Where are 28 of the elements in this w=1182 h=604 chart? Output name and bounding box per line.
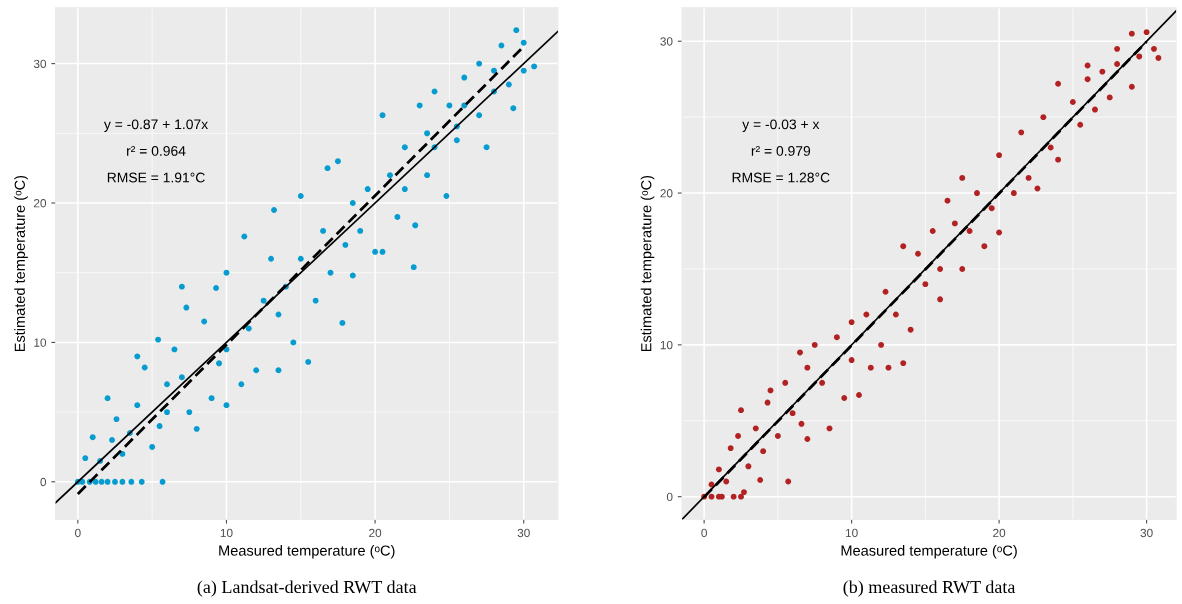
y-tick-label: 30: [33, 59, 47, 68]
annotation: RMSE = 1.28°C: [732, 172, 830, 183]
annotation: r² = 0.979: [751, 146, 811, 156]
y-axis-title: Estimated temperature (ᵒC): [640, 175, 655, 352]
annotation: y = -0.87 + 1.07x: [103, 119, 208, 132]
annotation: r² = 0.964: [127, 146, 186, 156]
text: (a) Landsat-derived RWT data: [197, 580, 417, 597]
y-tick-label: 0: [666, 492, 673, 502]
x-tick-label: 0: [701, 528, 707, 538]
x-tick-label: 20: [993, 528, 1006, 538]
x-tick-label: 10: [845, 528, 858, 538]
x-tick-label: 30: [517, 528, 530, 538]
x-tick-label: 0: [75, 528, 81, 538]
x-tick-label: 20: [369, 528, 382, 538]
y-axis-title: Estimated temperature (ᵒC): [14, 175, 28, 352]
x-axis-title: Measured temperature (ᵒC): [841, 545, 1017, 559]
x-axis-title: Measured temperature (ᵒC): [219, 545, 395, 559]
y-tick-label: 10: [34, 338, 47, 347]
y-tick-label: 30: [660, 37, 673, 46]
y-tick-label: 0: [40, 477, 47, 487]
y-tick-label: 20: [33, 199, 47, 208]
annotation: y = -0.03 + x: [742, 119, 820, 132]
y-tick-label: 20: [660, 189, 673, 198]
y-tick-label: 10: [660, 340, 673, 350]
x-tick-label: 30: [1140, 528, 1153, 538]
x-tick-label: 10: [220, 528, 233, 538]
annotation: RMSE = 1.91°C: [107, 172, 205, 183]
text: (b) measured RWT data: [843, 580, 1016, 597]
